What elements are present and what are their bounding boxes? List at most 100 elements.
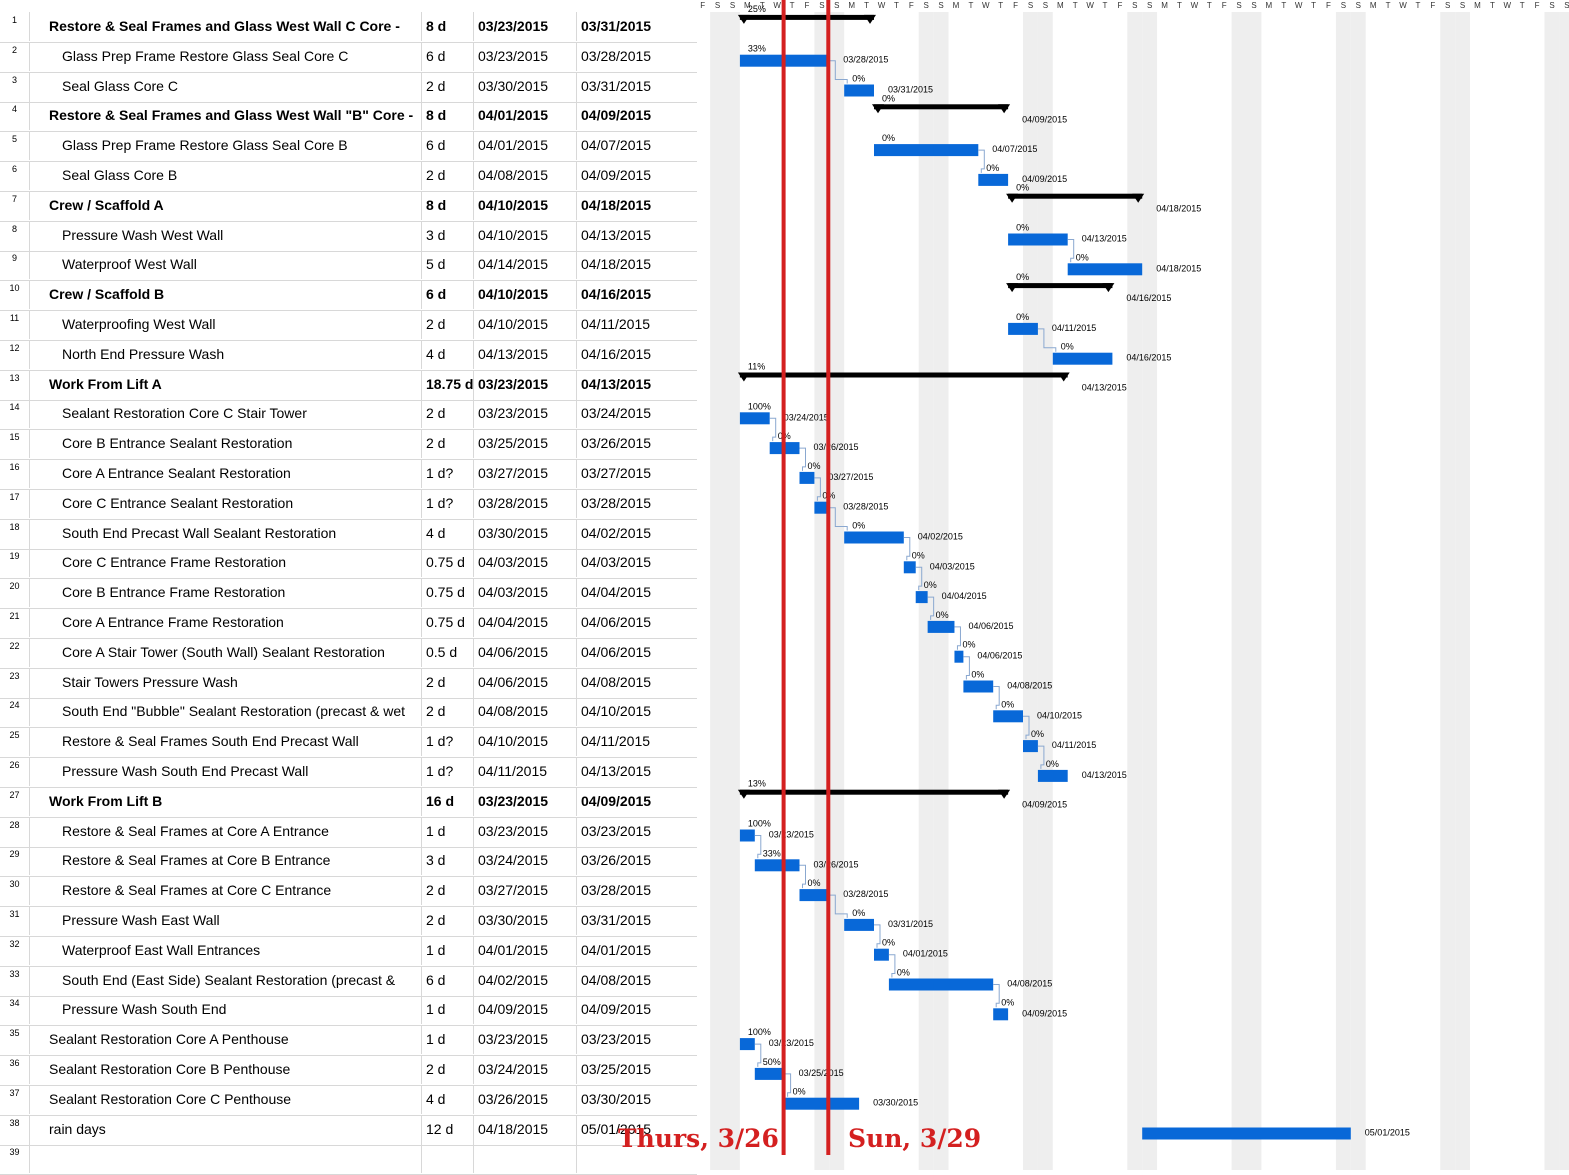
summary-cap-right — [998, 789, 1011, 799]
task-row[interactable]: 21 Core A Entrance Frame Restoration 0.75 … — [0, 608, 697, 639]
task-row[interactable]: 12 North End Pressure Wash 4 d 04/13/2015 04… — [0, 339, 697, 371]
task-row[interactable]: 32 Waterproof East Wall Entrances 1 d 04/01… — [0, 935, 697, 967]
day-letter: T — [1385, 1, 1391, 10]
task-row[interactable]: 38 rain days 12 d 04/18/2015 05/01/2015 — [0, 1114, 697, 1146]
row-number: 12 — [0, 339, 30, 369]
finish-date-label: 04/06/2015 — [968, 621, 1013, 631]
task-finish: 04/06/2015 — [581, 643, 652, 660]
day-letter: T — [759, 1, 765, 10]
percent-complete-label: 0% — [986, 163, 999, 173]
task-duration: 1 d? — [422, 727, 474, 757]
task-row[interactable]: 31 Pressure Wash East Wall 2 d 03/30/2015 03… — [0, 906, 697, 937]
percent-complete-label: 50% — [763, 1057, 781, 1067]
dependency-line — [769, 417, 777, 442]
summary-cap-left — [872, 104, 884, 114]
percent-complete-label: 0% — [882, 93, 895, 103]
task-finish: 04/13/2015 — [581, 763, 652, 779]
task-start: 03/23/2015 — [474, 12, 577, 41]
finish-date-label: 04/11/2015 — [1052, 740, 1096, 750]
task-row[interactable]: 25 Restore & Seal Frames South End Precas… — [0, 727, 697, 759]
task-row[interactable]: 28 Restore & Seal Frames at Core A Entran… — [0, 816, 697, 848]
task-finish: 04/03/2015 — [581, 554, 652, 571]
dependency-line — [1037, 328, 1057, 352]
task-row[interactable]: 19 Core C Entrance Frame Restoration 0.75 … — [0, 548, 697, 580]
task-row[interactable]: 4 Restore & Seal Frames and Glass West Wa… — [0, 101, 697, 133]
task-row[interactable]: 24 South End "Bubble" Sealant Restoration… — [0, 697, 697, 729]
task-row[interactable]: 8 Pressure Wash West Wall 3 d 04/10/2015 04/… — [0, 220, 697, 252]
task-row[interactable]: 20 Core B Entrance Frame Restoration 0.75 … — [0, 578, 697, 610]
task-row[interactable]: 35 Sealant Restoration Core A Penthouse 1 … — [0, 1025, 697, 1057]
task-start: 03/30/2015 — [474, 906, 577, 935]
task-row[interactable]: 33 South End (East Side) Sealant Restorat… — [0, 965, 697, 997]
day-letter: S — [1147, 1, 1153, 10]
task-row[interactable]: 26 Pressure Wash South End Precast Wall 1 … — [0, 757, 697, 788]
dependency-line — [829, 60, 848, 84]
finish-date-label: 04/13/2015 — [1082, 770, 1127, 780]
finish-date-label: 03/24/2015 — [784, 412, 829, 422]
task-name: Sealant Restoration Core C Stair Tower — [30, 399, 422, 429]
task-finish: 03/30/2015 — [581, 1090, 652, 1107]
task-start: 04/06/2015 — [474, 667, 577, 697]
task-start: 04/11/2015 — [474, 757, 577, 786]
task-row[interactable]: 9 Waterproof West Wall 5 d 04/14/2015 04/18/… — [0, 250, 697, 282]
task-row[interactable]: 27 Work From Lift B 16 d 03/23/2015 04/09/20… — [0, 786, 697, 818]
task-row[interactable]: 22 Core A Stair Tower (South Wall) Sealan… — [0, 637, 697, 669]
task-bar — [874, 144, 979, 157]
task-row[interactable]: 1 Restore & Seal Frames and Glass West Wa… — [0, 12, 697, 43]
task-row[interactable]: 14 Sealant Restoration Core C Stair Tower… — [0, 399, 697, 431]
day-letter: T — [1281, 1, 1287, 10]
task-duration: 5 d — [422, 250, 474, 280]
task-finish: 04/11/2015 — [581, 316, 651, 332]
task-bar — [844, 918, 874, 931]
task-duration: 2 d — [422, 399, 474, 429]
percent-complete-label: 100% — [748, 401, 771, 411]
weekend-shade — [1037, 12, 1053, 1170]
task-row[interactable]: 30 Restore & Seal Frames at Core C Entran… — [0, 876, 697, 908]
day-letter: S — [923, 1, 929, 10]
task-row[interactable]: 29 Restore & Seal Frames at Core B Entran… — [0, 846, 697, 878]
task-finish: 05/01/2015 — [581, 1120, 652, 1137]
finish-date-label: 04/16/2015 — [1126, 293, 1171, 303]
task-name: Waterproof East Wall Entrances — [30, 935, 422, 965]
task-row[interactable]: 39 — [0, 1144, 697, 1175]
dependency-line — [799, 447, 806, 471]
weekend-shade — [918, 12, 934, 1170]
task-duration: 4 d — [422, 339, 474, 369]
task-finish: 04/13/2015 — [581, 226, 652, 243]
dependency-line — [829, 894, 848, 918]
task-row[interactable]: 37 Sealant Restoration Core C Penthouse 4 … — [0, 1084, 697, 1116]
row-number: 38 — [0, 1114, 30, 1144]
task-bar — [1008, 233, 1068, 246]
row-number: 6 — [0, 161, 30, 190]
day-letter: S — [1340, 1, 1347, 10]
percent-complete-label: 33% — [763, 848, 781, 858]
task-row[interactable]: 36 Sealant Restoration Core B Penthouse 2 … — [0, 1055, 697, 1086]
task-row[interactable]: 13 Work From Lift A 18.75 d 03/23/2015 04/13… — [0, 369, 697, 401]
task-row[interactable]: 2 Glass Prep Frame Restore Glass Seal Cor… — [0, 41, 697, 73]
task-row[interactable]: 15 Core B Entrance Sealant Restoration 2 d… — [0, 429, 697, 461]
day-letter: F — [804, 1, 810, 10]
task-bar — [874, 948, 889, 961]
finish-date-label: 03/30/2015 — [873, 1098, 918, 1108]
task-row[interactable]: 23 Stair Towers Pressure Wash 2 d 04/06/201… — [0, 667, 697, 699]
row-number: 16 — [0, 459, 30, 488]
task-row[interactable]: 5 Glass Prep Frame Restore Glass Seal Cor… — [0, 131, 697, 163]
task-start: 04/10/2015 — [474, 280, 577, 310]
dependency-line — [874, 924, 881, 948]
task-finish: 03/28/2015 — [581, 47, 652, 64]
task-row[interactable]: 16 Core A Entrance Sealant Restoration 1 d… — [0, 459, 697, 490]
task-start: 03/30/2015 — [474, 71, 577, 101]
task-row[interactable]: 34 Pressure Wash South End 1 d 04/09/2015 04… — [0, 995, 697, 1027]
finish-date-label: 04/10/2015 — [1037, 710, 1082, 720]
task-start: 03/28/2015 — [474, 488, 577, 518]
task-duration: 1 d — [422, 995, 474, 1025]
task-row[interactable]: 11 Waterproofing West Wall 2 d 04/10/2015 04… — [0, 310, 697, 341]
day-letter: F — [700, 1, 706, 10]
task-row[interactable]: 18 South End Precast Wall Sealant Restora… — [0, 518, 697, 550]
task-row[interactable]: 17 Core C Entrance Sealant Restoration 1 d… — [0, 488, 697, 520]
task-start: 04/18/2015 — [474, 1114, 577, 1144]
